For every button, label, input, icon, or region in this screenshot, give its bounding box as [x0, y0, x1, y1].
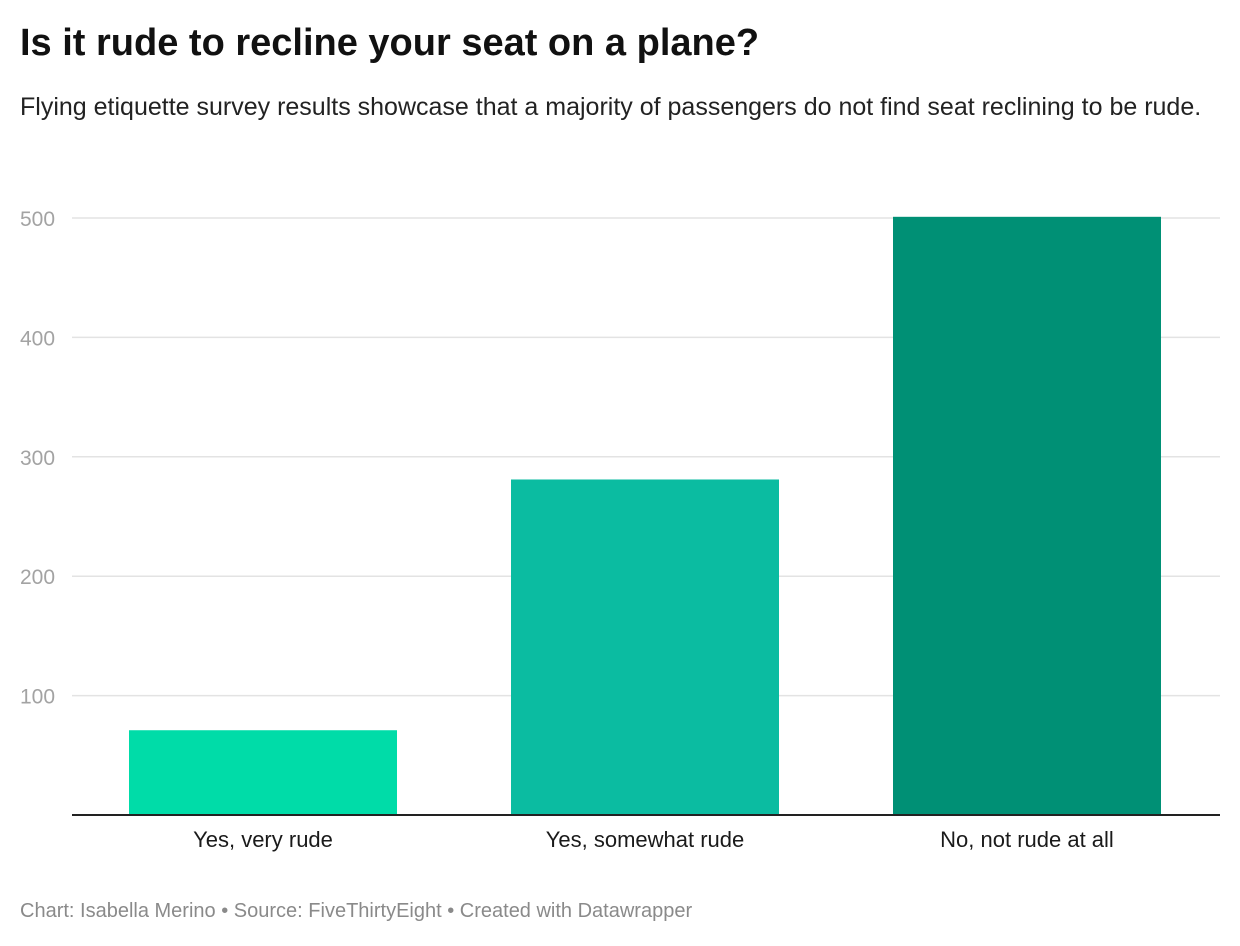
source-label: Source:: [233, 900, 303, 922]
y-tick-label: 300: [20, 447, 55, 470]
chart-subtitle: Flying etiquette survey results showcase…: [20, 93, 1202, 121]
y-tick-label: 200: [20, 566, 55, 589]
y-tick-label: 400: [20, 327, 55, 350]
bar: [893, 216, 1161, 815]
chart-title: Is it rude to recline your seat on a pla…: [20, 22, 760, 64]
y-tick-label: 100: [20, 686, 55, 709]
credit-name: Isabella Merino: [80, 900, 216, 922]
x-category-label: No, not rude at all: [940, 827, 1114, 852]
x-category-label: Yes, very rude: [193, 827, 333, 852]
bars: [129, 216, 1161, 815]
source-link[interactable]: FiveThirtyEight: [308, 900, 442, 922]
x-category-label: Yes, somewhat rude: [546, 827, 745, 852]
credit-label: Chart:: [20, 900, 75, 922]
bar: [511, 479, 779, 815]
y-tick-label: 500: [20, 208, 55, 231]
axes: 100 200 300 400 500 Yes, very rude Yes, somewh…: [20, 208, 1220, 852]
bar: [129, 730, 397, 815]
tool-credit: Created with Datawrapper: [459, 900, 693, 922]
chart-footer: Chart: Isabella Merino • Source: FiveThi…: [20, 900, 693, 922]
